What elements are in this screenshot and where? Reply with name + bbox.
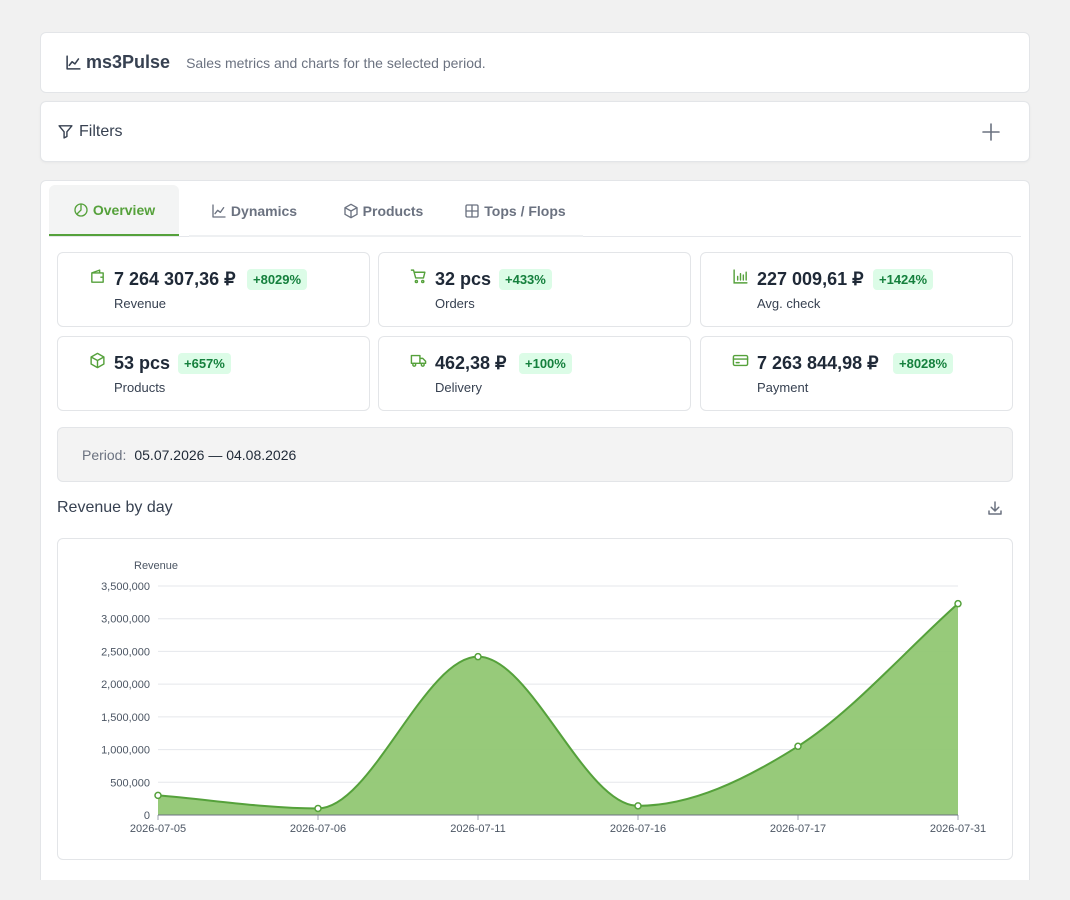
bar-chart-icon (733, 269, 748, 284)
y-tick-label: 0 (144, 810, 150, 822)
data-point (474, 652, 482, 661)
metric-label: Payment (757, 380, 809, 395)
tab-tops-flops[interactable]: Tops / Flops (447, 185, 583, 236)
metric-value: 7 263 844,98 ₽ (757, 353, 879, 373)
tab-products-label: Products (362, 202, 424, 219)
y-tick-label: 3,000,000 (101, 614, 150, 626)
y-tick-label: 1,500,000 (101, 712, 150, 724)
cart-icon (410, 269, 426, 284)
wallet-icon (91, 269, 104, 283)
data-point (794, 742, 802, 751)
y-axis-label: Revenue (134, 560, 178, 572)
box-icon (343, 203, 358, 218)
metric-value: 32 pcs (435, 269, 492, 289)
period-label: Period: (82, 446, 127, 463)
x-tick-label: 2026-07-06 (290, 823, 346, 835)
x-tick-label: 2026-07-31 (930, 823, 986, 835)
tab-products[interactable]: Products (319, 185, 447, 236)
filter-icon (58, 125, 73, 139)
metric-payment: 7 263 844,98 ₽ +8028% Payment (700, 336, 1013, 411)
pie-chart-icon (74, 202, 88, 217)
trend-chart-icon (66, 55, 81, 70)
data-point (954, 599, 962, 608)
metric-label: Products (114, 380, 166, 395)
tab-dynamics-label: Dynamics (230, 202, 298, 219)
change-badge: +657% (178, 353, 231, 374)
metric-value: 53 pcs (114, 353, 171, 373)
metric-delivery: 462,38 ₽ +100% Delivery (378, 336, 691, 411)
revenue-chart-svg: Revenue 0 500,000 1,000,000 1,500,000 2,000,0… (101, 560, 986, 835)
app-title: ms3Pulse (86, 52, 171, 72)
metric-products: 53 pcs +657% Products (57, 336, 370, 411)
filters-label: Filters (79, 122, 123, 140)
tab-overview-label: Overview (92, 201, 156, 218)
revenue-area (158, 603, 958, 815)
header-card: ms3Pulse Sales metrics and charts for th… (40, 32, 1030, 93)
metric-value: 7 264 307,36 ₽ (114, 269, 236, 289)
y-tick-label: 500,000 (110, 777, 150, 789)
revenue-chart: Revenue 0 500,000 1,000,000 1,500,000 2,000,0… (57, 538, 1013, 860)
metric-revenue: 7 264 307,36 ₽ +8029% Revenue (57, 252, 370, 327)
metric-label: Orders (435, 296, 475, 311)
filters-panel[interactable]: Filters (40, 101, 1030, 162)
y-tick-label: 2,000,000 (101, 679, 150, 691)
data-point (314, 804, 322, 813)
tab-tops-flops-label: Tops / Flops (484, 202, 566, 219)
dashboard-panel: Overview Dynamics Products Tops / Flops … (40, 180, 1030, 880)
tab-divider (189, 235, 583, 237)
change-badge: +8028% (893, 353, 954, 374)
table-icon (465, 203, 479, 218)
x-tick-label: 2026-07-05 (130, 823, 186, 835)
metric-value: 462,38 ₽ (435, 353, 507, 373)
trend-chart-icon (212, 203, 226, 218)
app-tagline: Sales metrics and charts for the selecte… (186, 54, 486, 71)
change-badge: +8029% (247, 269, 308, 290)
change-badge: +1424% (873, 269, 934, 290)
chart-title: Revenue by day (57, 499, 173, 516)
tab-overview[interactable]: Overview (49, 185, 179, 236)
expand-filters-plus-icon[interactable] (981, 122, 1001, 142)
x-tick-label: 2026-07-16 (610, 823, 666, 835)
y-tick-label: 1,000,000 (101, 745, 150, 757)
metric-avg-check: 227 009,61 ₽ +1424% Avg. check (700, 252, 1013, 327)
metric-label: Delivery (435, 380, 482, 395)
metric-orders: 32 pcs +433% Orders (378, 252, 691, 327)
metric-value: 227 009,61 ₽ (757, 269, 864, 289)
box-icon (90, 352, 105, 369)
y-tick-label: 2,500,000 (101, 646, 150, 658)
tab-dynamics[interactable]: Dynamics (189, 185, 319, 236)
x-tick-label: 2026-07-11 (450, 823, 505, 835)
period-info: Period: 05.07.2026 — 04.08.2026 (57, 427, 1013, 482)
download-icon[interactable] (986, 499, 1004, 517)
metric-label: Revenue (114, 296, 167, 311)
change-badge: +433% (499, 269, 552, 290)
tab-bar: Overview Dynamics Products Tops / Flops (49, 185, 1021, 237)
y-tick-label: 3,500,000 (101, 581, 150, 593)
credit-card-icon (732, 354, 749, 367)
metric-label: Avg. check (757, 296, 821, 311)
data-point (634, 802, 642, 810)
period-value: 05.07.2026 — 04.08.2026 (134, 446, 297, 463)
x-tick-label: 2026-07-17 (770, 823, 826, 835)
data-point (154, 791, 162, 800)
change-badge: +100% (519, 353, 572, 374)
truck-icon (410, 354, 427, 367)
